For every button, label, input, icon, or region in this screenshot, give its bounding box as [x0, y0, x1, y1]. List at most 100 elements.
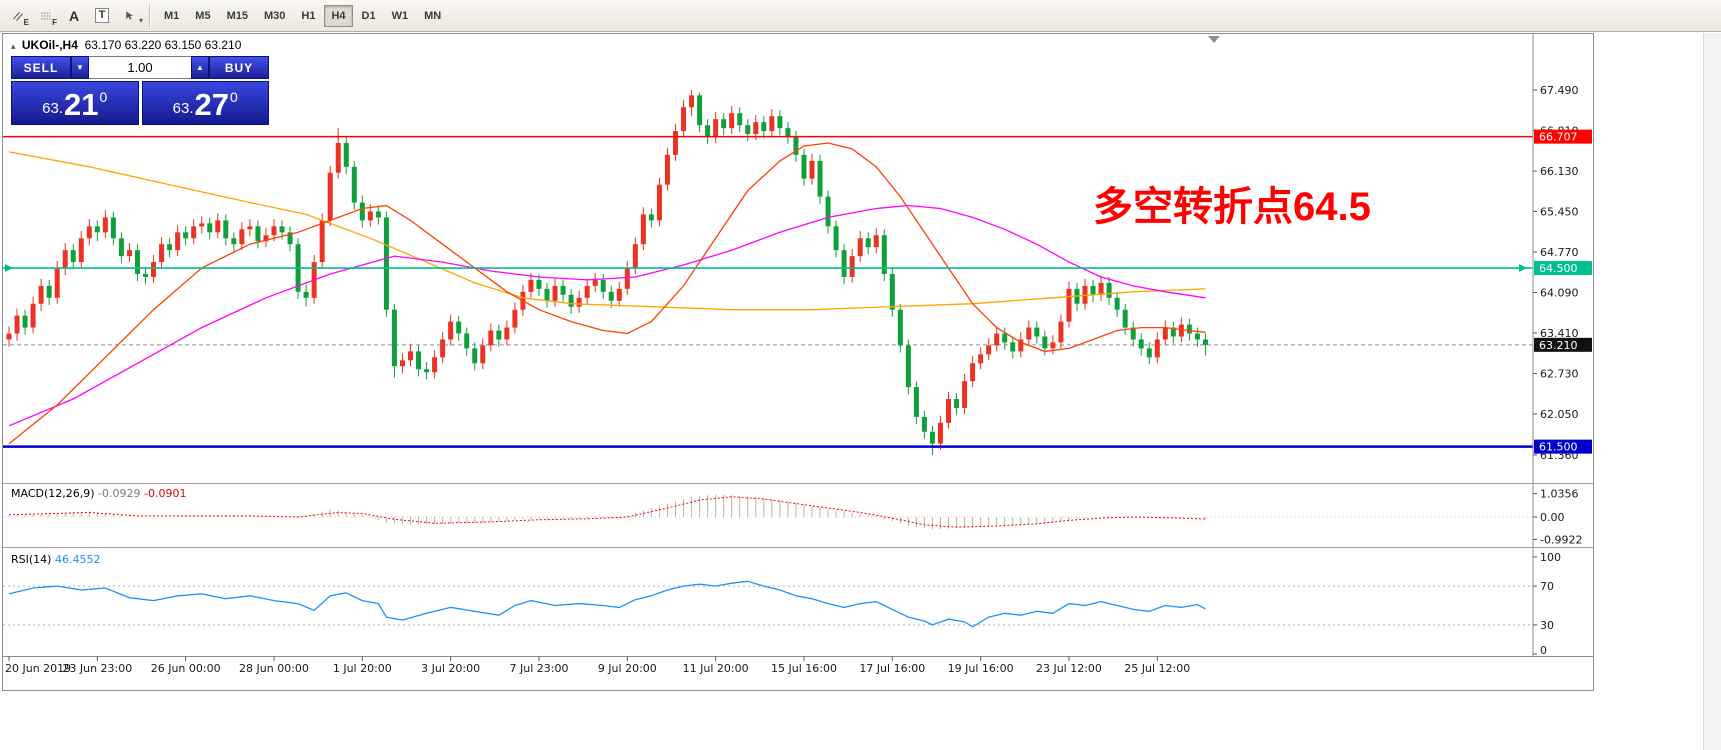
hline-arrow-right [1519, 264, 1527, 273]
svg-text:62.730: 62.730 [1540, 367, 1579, 380]
svg-text:30: 30 [1540, 619, 1554, 632]
macd-panel: MACD(12,26,9) -0.0929 -0.0901 1.0356 0.00 -… [3, 487, 1582, 546]
dropdown-caret-icon: ▾ [138, 15, 143, 25]
cursor-arrow-icon [126, 11, 133, 20]
ask-point: 0 [230, 89, 238, 105]
svg-text:64.500: 64.500 [1539, 262, 1578, 275]
svg-text:66.130: 66.130 [1540, 165, 1579, 178]
price-tag-66.707 [1534, 129, 1592, 144]
svg-text:23 Jun 23:00: 23 Jun 23:00 [62, 662, 132, 675]
sell-button[interactable]: SELL [11, 56, 71, 79]
svg-text:-0.9922: -0.9922 [1540, 533, 1582, 546]
ask-price-display: 63. 27 0 [141, 81, 269, 125]
timeframe-button-M5[interactable]: M5 [188, 5, 217, 27]
rsi-panel: RSI(14) 46.4552 100 70 30 0 [3, 551, 1561, 657]
timeframe-button-H4[interactable]: H4 [324, 4, 353, 27]
buy-button[interactable]: BUY [209, 56, 269, 79]
timeframe-toolbar: M1 M5 M15 M30 H1 H4 D1 W1 MN [156, 4, 449, 27]
svg-text:9 Jul 20:00: 9 Jul 20:00 [598, 662, 657, 675]
svg-text:61.500: 61.500 [1539, 441, 1578, 454]
bid-prefix: 63. [42, 100, 64, 117]
timeframe-button-M15[interactable]: M15 [220, 5, 255, 27]
rsi-label: RSI(14) 46.4552 [11, 553, 100, 566]
svg-text:1 Jul 20:00: 1 Jul 20:00 [333, 662, 392, 675]
svg-text:7 Jul 23:00: 7 Jul 23:00 [509, 662, 568, 675]
volume-dropdown-button[interactable]: ▼ [71, 56, 89, 79]
ma-magenta-line [8, 204, 1206, 427]
svg-text:11 Jul 20:00: 11 Jul 20:00 [683, 662, 749, 675]
chart-window: 67.49066.81066.13065.45064.77064.09063.4… [2, 33, 1594, 691]
chart-shift-marker-icon[interactable] [1208, 36, 1220, 43]
volume-input[interactable] [89, 56, 191, 79]
timeframe-button-W1[interactable]: W1 [385, 5, 416, 27]
svg-text:15 Jul 16:00: 15 Jul 16:00 [771, 662, 837, 675]
svg-text:26 Jun 00:00: 26 Jun 00:00 [151, 662, 221, 675]
ask-prefix: 63. [172, 100, 194, 117]
svg-text:65.450: 65.450 [1540, 205, 1579, 218]
ask-pips: 27 [194, 87, 230, 122]
svg-text:70: 70 [1540, 580, 1554, 593]
text-label-tool-icon[interactable]: A [61, 4, 87, 28]
svg-text:62.050: 62.050 [1540, 408, 1579, 421]
macd-label: MACD(12,26,9) -0.0929 -0.0901 [11, 487, 186, 500]
svg-text:66.707: 66.707 [1539, 131, 1578, 144]
text-box-tool-icon[interactable]: T [89, 4, 115, 28]
ohlc-values: 63.170 63.220 63.150 63.210 [84, 38, 242, 52]
chart-canvas[interactable]: 67.49066.81066.13065.45064.77064.09063.4… [3, 34, 1593, 690]
svg-text:1.0356: 1.0356 [1540, 488, 1579, 501]
bid-pips: 21 [64, 87, 99, 122]
one-click-trading-panel: SELL ▼ ▲ BUY 63.210 63.270 [11, 56, 269, 125]
quote-row: 63. 21 0 63. 27 0 [11, 81, 269, 125]
svg-text:63.410: 63.410 [1540, 327, 1579, 340]
price-tag-63.210 [1534, 337, 1592, 352]
collapse-triangle-icon[interactable]: ▴ [11, 41, 16, 51]
timeframe-button-M30[interactable]: M30 [257, 5, 292, 27]
svg-text:64.090: 64.090 [1540, 286, 1579, 299]
svg-text:0: 0 [1540, 644, 1547, 657]
ma-vermillion-line [8, 142, 1206, 445]
tool-sub-label: E [23, 17, 29, 27]
svg-text:17 Jul 16:00: 17 Jul 16:00 [859, 662, 925, 675]
cursor-tool-icon[interactable]: ▾ [117, 4, 143, 28]
timeframe-button-M1[interactable]: M1 [157, 5, 186, 27]
toolbar-separator [149, 4, 151, 27]
rsi-line [8, 580, 1206, 628]
svg-text:19 Jul 16:00: 19 Jul 16:00 [948, 662, 1014, 675]
chart-symbol-label: ▴ UKOil-,H4 63.170 63.220 63.150 63.210 [11, 38, 241, 52]
text-a-icon: A [68, 7, 80, 24]
candlestick-series [6, 90, 1208, 455]
svg-text:64.770: 64.770 [1540, 246, 1579, 259]
ma-orange-line [8, 151, 1206, 311]
svg-text:28 Jun 00:00: 28 Jun 00:00 [239, 662, 309, 675]
timeframe-button-MN[interactable]: MN [417, 5, 448, 27]
timeframe-button-D1[interactable]: D1 [355, 5, 383, 27]
svg-text:20 Jun 2019: 20 Jun 2019 [5, 662, 71, 675]
svg-text:3 Jul 20:00: 3 Jul 20:00 [421, 662, 480, 675]
text-t-icon: T [94, 8, 110, 23]
svg-text:63.210: 63.210 [1539, 339, 1578, 352]
svg-text:23 Jul 12:00: 23 Jul 12:00 [1036, 662, 1102, 675]
order-row: SELL ▼ ▲ BUY [11, 56, 269, 79]
fibonacci-tool-icon[interactable]: F [33, 4, 59, 28]
svg-text:0.00: 0.00 [1540, 511, 1565, 524]
top-toolbar: E F A T ▾ M1 M5 M15 M30 H1 H4 D1 W1 MN [0, 0, 1721, 32]
price-tag-64.500 [1534, 261, 1592, 276]
tool-sub-label: F [52, 17, 57, 27]
timeframe-button-H1[interactable]: H1 [294, 5, 322, 27]
fibonacci-lines-icon [41, 12, 51, 19]
hline-arrow-left [5, 264, 13, 273]
svg-text:25 Jul 12:00: 25 Jul 12:00 [1124, 662, 1190, 675]
price-tag-61.500 [1534, 439, 1592, 454]
bid-point: 0 [99, 89, 108, 105]
equidistant-channel-tool-icon[interactable]: E [5, 4, 31, 28]
window-scrollbar[interactable] [1703, 33, 1721, 750]
svg-text:67.490: 67.490 [1540, 84, 1579, 97]
volume-increase-button[interactable]: ▲ [191, 56, 209, 79]
symbol-name: UKOil-,H4 [21, 38, 78, 52]
price-axis[interactable]: 67.49066.81066.13065.45064.77064.09063.4… [1533, 84, 1592, 462]
bid-price-display: 63. 21 0 [11, 81, 139, 125]
svg-text:100: 100 [1540, 551, 1561, 564]
channel-lines-icon [13, 11, 23, 21]
